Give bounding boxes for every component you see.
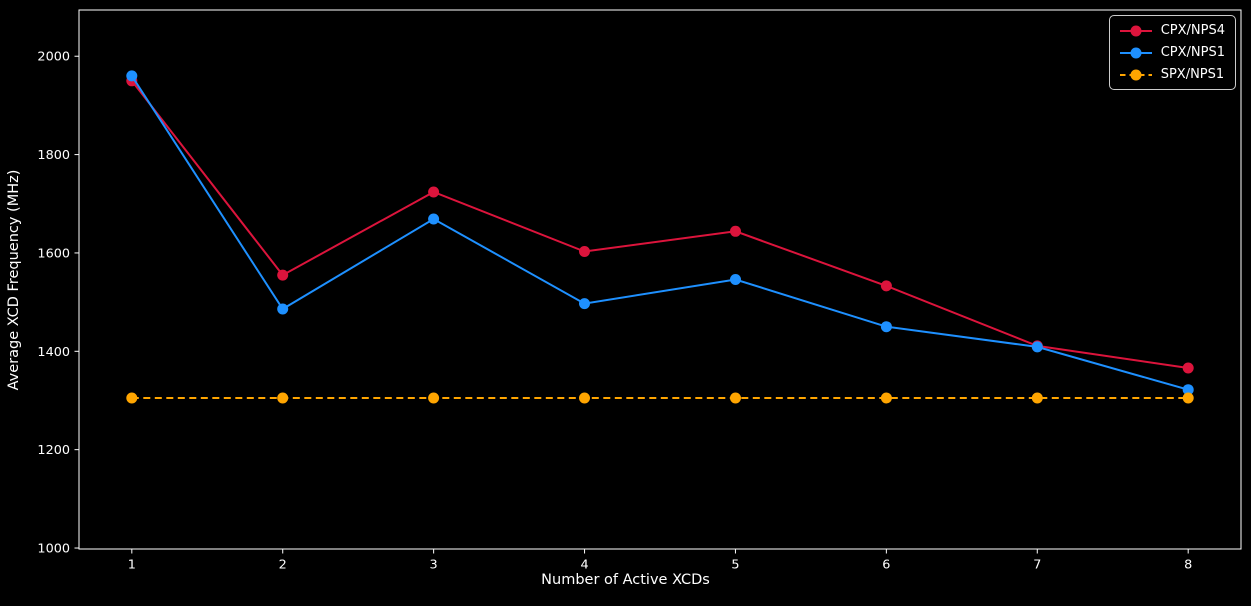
data-point xyxy=(579,246,590,257)
legend-label: CPX/NPS4 xyxy=(1160,23,1225,38)
data-point xyxy=(428,186,440,198)
data-point xyxy=(880,392,892,404)
series-line-cpx-nps4 xyxy=(131,80,1189,369)
data-point xyxy=(1182,392,1194,404)
data-point xyxy=(277,392,289,404)
y-tick-label: 2000 xyxy=(37,50,70,65)
y-tick-label: 1200 xyxy=(37,443,70,458)
legend-label: SPX/NPS1 xyxy=(1160,67,1225,82)
x-tick-label: 5 xyxy=(731,558,739,573)
x-axis-label: Number of Active XCDs xyxy=(541,572,710,588)
data-point xyxy=(1031,341,1043,353)
y-axis-label: Average XCD Frequency (MHz) xyxy=(6,169,22,391)
data-point xyxy=(1182,384,1194,396)
series-line-cpx-nps1 xyxy=(130,75,1189,391)
legend-swatch-icon xyxy=(1119,47,1152,58)
data-point xyxy=(126,392,138,404)
x-tick-label: 6 xyxy=(882,558,890,573)
y-tick-label: 1600 xyxy=(37,246,70,261)
data-point xyxy=(277,303,289,315)
y-tick-label: 1800 xyxy=(37,148,70,163)
x-tick-label: 3 xyxy=(430,558,438,573)
x-tick-label: 7 xyxy=(1033,558,1041,573)
data-point xyxy=(428,392,440,404)
x-tick-label: 8 xyxy=(1184,558,1192,573)
legend-item-cpx-nps1: CPX/NPS1 xyxy=(1119,43,1225,62)
data-point xyxy=(277,269,289,281)
data-point xyxy=(579,298,590,310)
x-tick-label: 1 xyxy=(128,558,136,573)
data-point xyxy=(880,321,892,333)
legend-item-spx-nps1: SPX/NPS1 xyxy=(1119,65,1225,84)
data-point xyxy=(428,213,440,225)
data-point xyxy=(730,225,741,237)
y-tick-label: 1000 xyxy=(37,542,70,557)
data-point xyxy=(1182,362,1194,374)
legend-label: CPX/NPS1 xyxy=(1160,45,1225,60)
legend-swatch-icon xyxy=(1119,69,1152,80)
legend: CPX/NPS4 CPX/NPS1 SPX/NPS1 xyxy=(1108,15,1236,90)
data-point xyxy=(880,280,892,292)
legend-item-cpx-nps4: CPX/NPS4 xyxy=(1119,21,1225,40)
data-point xyxy=(126,70,138,82)
x-tick-label: 2 xyxy=(279,558,287,573)
data-point xyxy=(579,392,590,404)
plot-frame xyxy=(78,9,1242,550)
data-point xyxy=(730,392,741,404)
x-tick-label: 4 xyxy=(580,558,588,573)
y-tick-label: 1400 xyxy=(37,345,70,360)
data-point xyxy=(1031,392,1043,404)
legend-swatch-icon xyxy=(1119,25,1152,36)
data-point xyxy=(730,274,741,285)
